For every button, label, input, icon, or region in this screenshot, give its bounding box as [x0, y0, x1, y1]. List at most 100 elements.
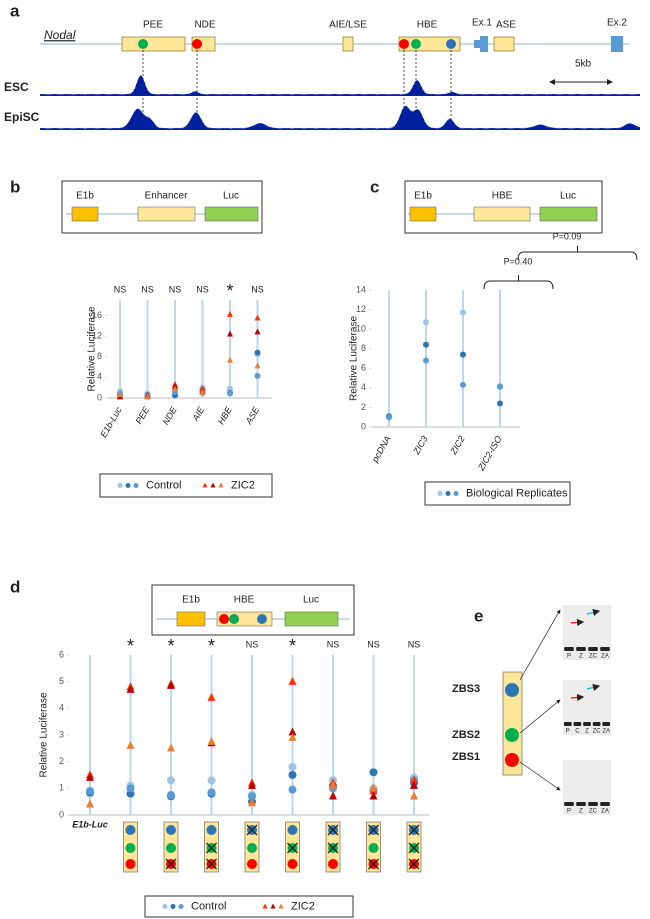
- gel-band: [583, 722, 591, 726]
- construct-label: Luc: [303, 595, 319, 606]
- y-tick-label: 6: [59, 649, 64, 659]
- data-point: [288, 785, 297, 794]
- site-marker: [125, 825, 136, 835]
- legend-marker: [210, 482, 216, 488]
- data-point: [86, 799, 94, 808]
- gel-band: [592, 722, 601, 726]
- gel-band: [576, 647, 586, 651]
- data-point: [126, 740, 135, 749]
- legend-marker: [125, 483, 131, 488]
- site-marker: [166, 843, 176, 853]
- data-point: [207, 692, 216, 701]
- gel-band: [573, 722, 582, 726]
- y-tick-label: 14: [356, 284, 366, 294]
- y-tick-label: 0: [97, 392, 102, 402]
- site-label: ZBS2: [452, 729, 480, 741]
- lane-label: Z: [585, 729, 589, 735]
- significance-label: *: [226, 281, 233, 301]
- lane-label: ZA: [601, 809, 609, 815]
- significance-label: NS: [196, 284, 209, 294]
- data-point: [254, 314, 261, 321]
- y-tick-label: 5: [59, 676, 64, 686]
- mutation-cross: [408, 842, 420, 854]
- legend-marker: [178, 904, 184, 909]
- significance-label: NS: [251, 284, 264, 294]
- data-point: [254, 362, 261, 369]
- x-tick-label: HBE: [216, 404, 234, 426]
- site-marker: [247, 859, 257, 869]
- lane-label: P: [566, 729, 570, 735]
- lane-label: P: [567, 654, 571, 660]
- data-point: [460, 381, 466, 388]
- gel-band: [576, 802, 586, 806]
- y-tick-label: 8: [361, 343, 366, 353]
- y-tick-label: 4: [361, 382, 366, 392]
- y-tick-label: 12: [92, 330, 102, 340]
- site-marker: [166, 825, 176, 835]
- y-tick-label: 16: [92, 310, 102, 320]
- data-point: [144, 393, 151, 400]
- data-point: [167, 791, 175, 799]
- site-marker: [125, 843, 136, 853]
- site-marker: [247, 843, 257, 853]
- data-point: [254, 372, 261, 379]
- gene-name: Nodal: [44, 28, 76, 42]
- y-tick-label: 6: [361, 363, 366, 373]
- p-value: P=0.40: [504, 256, 533, 266]
- gel-band: [602, 722, 611, 726]
- gel-band: [563, 722, 572, 726]
- construct-c: E1b HBE Luc: [404, 180, 603, 234]
- gel-image: [563, 680, 611, 735]
- mutation-cross: [368, 824, 379, 836]
- data-point: [126, 684, 135, 693]
- data-point: [423, 319, 429, 326]
- significance-label: NS: [114, 284, 127, 294]
- lane-label: Z: [579, 654, 583, 660]
- mutation-cross: [206, 858, 217, 870]
- legend-marker: [162, 904, 168, 909]
- y-tick-label: 3: [59, 729, 64, 739]
- track-label: EpiSC: [4, 110, 40, 124]
- element-label: Ex.2: [607, 18, 627, 29]
- legend-marker: [453, 491, 459, 496]
- data-point: [227, 330, 233, 337]
- data-point: [86, 772, 94, 781]
- lane-label: ZC: [589, 809, 598, 815]
- construct-label: E1b: [182, 595, 200, 606]
- data-point: [369, 768, 378, 777]
- comparison-bracket: [517, 246, 638, 261]
- legend-label: ZIC2: [291, 900, 315, 912]
- data-point: [227, 385, 233, 392]
- mutation-cross: [287, 842, 298, 854]
- coverage-track: [40, 75, 640, 96]
- y-axis-label: Relative Luciferase: [349, 316, 360, 401]
- x-tick-label: AIE: [190, 404, 207, 423]
- data-point: [386, 414, 392, 421]
- site-label: ZBS1: [452, 751, 480, 763]
- construct-label: HBE: [234, 595, 255, 606]
- data-point: [288, 676, 297, 685]
- significance-label: NS: [141, 284, 154, 294]
- x-tick-label: pcDNA: [369, 434, 392, 465]
- data-point: [86, 787, 94, 795]
- mutation-cross: [165, 858, 177, 870]
- x-tick-label: E1b-Luc: [98, 405, 124, 439]
- significance-label: NS: [367, 639, 380, 649]
- data-point: [227, 310, 233, 317]
- data-point: [288, 771, 297, 779]
- data-point: [329, 780, 337, 789]
- lane-label: C: [575, 729, 580, 735]
- coverage-track: [40, 105, 640, 130]
- data-point: [410, 780, 418, 789]
- element-label: AIE/LSE: [329, 20, 367, 31]
- emsa-panel: ZBS3 ZBS2 ZBS1: [452, 609, 561, 791]
- mutation-cross: [408, 824, 420, 836]
- scale-label: 5kb: [575, 59, 592, 70]
- data-point: [172, 385, 178, 392]
- gel-band: [564, 802, 574, 806]
- data-point: [227, 390, 233, 397]
- gel-band: [588, 802, 598, 806]
- mutation-cross: [206, 842, 217, 854]
- construct-label: Enhancer: [145, 191, 188, 202]
- x-tick-label: E1b-Luc: [72, 819, 108, 829]
